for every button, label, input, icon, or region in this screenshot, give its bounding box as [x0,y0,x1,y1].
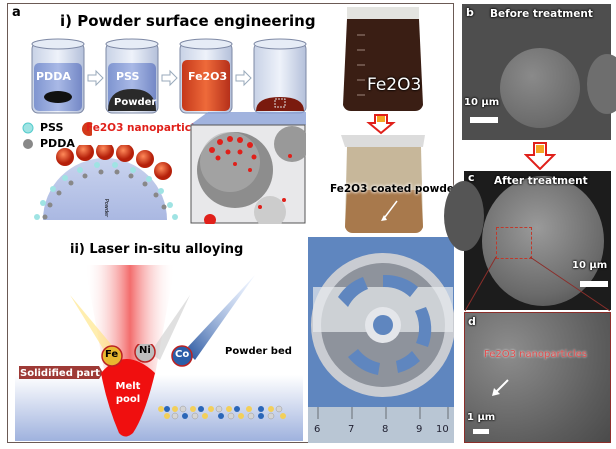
printed-part-photo [308,237,455,443]
panel-d-annotation: Fe2O3 nanoparticles [484,349,587,360]
beaker-3 [179,38,233,114]
beaker-4 [253,38,307,114]
section2-title: ii) Laser in-situ alloying [70,242,244,257]
powder-particle [500,48,580,128]
melt-pool-label: Melt pool [115,381,141,405]
beaker-label-pdda: PDDA [36,70,71,83]
arrow-down-icon [524,142,556,170]
coated-powder-render [190,112,306,224]
panel-a-label: a [12,5,21,20]
beaker-photos [341,7,425,233]
beaker-photo-label: Fe2O3 [367,75,422,95]
fe-ball [101,345,123,367]
powder-label: Powder [114,97,157,108]
ruler-tick: 9 [416,424,423,435]
element-balls [101,344,193,367]
beaker-sequence [31,38,307,114]
powder-bed-label: Powder bed [225,346,292,357]
co-ball [171,345,193,367]
beaker-1 [31,38,85,114]
panel-b-label: b [466,6,474,19]
legend-markers [22,122,92,149]
legend-nanoparticles: Fe2O3 nanoparticles [86,122,208,134]
sphere-powder-label: Powder [103,198,110,218]
laser-alloying-schematic [15,265,303,441]
element-co: Co [175,349,190,360]
beaker-label-fe2o3: Fe2O3 [188,70,228,83]
legend-pdda: PDDA [40,137,75,150]
beaker-label-pss: PSS [116,70,140,83]
element-fe: Fe [105,349,119,360]
ruler-labels: 6 7 8 9 10 [308,424,454,438]
layered-powder-schematic [34,145,178,220]
panel-b-scale: 10 μm [464,97,500,108]
beaker-2 [105,38,159,114]
scale-bar [580,281,608,287]
panel-d-scale: 1 μm [467,412,496,423]
panel-b-title: Before treatment [490,8,593,20]
ruler-tick: 7 [348,424,355,435]
ruler-tick: 6 [314,424,321,435]
element-ni: Ni [139,345,151,356]
scale-bar [470,117,498,123]
ruler-tick: 8 [382,424,389,435]
panel-c-label: c [468,171,475,184]
zoom-region-box [496,227,532,259]
zoom-connector-lines [464,256,611,312]
scale-bar [473,429,489,434]
arrow-icon [492,379,509,396]
coated-powders-label: Fe2O3 coated powders [330,183,466,195]
sem-after-treatment [444,171,611,310]
solidified-part-block [19,366,103,379]
powder-bed-particles [158,405,286,420]
ni-ball [134,344,156,363]
panel-c-scale: 10 μm [572,260,608,271]
panel-d-label: d [468,315,476,328]
ruler-tick: 10 [436,424,449,435]
panel-c-title: After treatment [494,175,588,187]
legend-pss: PSS [40,121,64,134]
solidified-part-label: Solidified part [20,368,100,379]
melt-pool-shape [101,359,155,437]
section1-title: i) Powder surface engineering [60,12,316,30]
sem-nanoparticles-closeup [464,312,611,443]
sem-before-treatment [462,4,616,140]
